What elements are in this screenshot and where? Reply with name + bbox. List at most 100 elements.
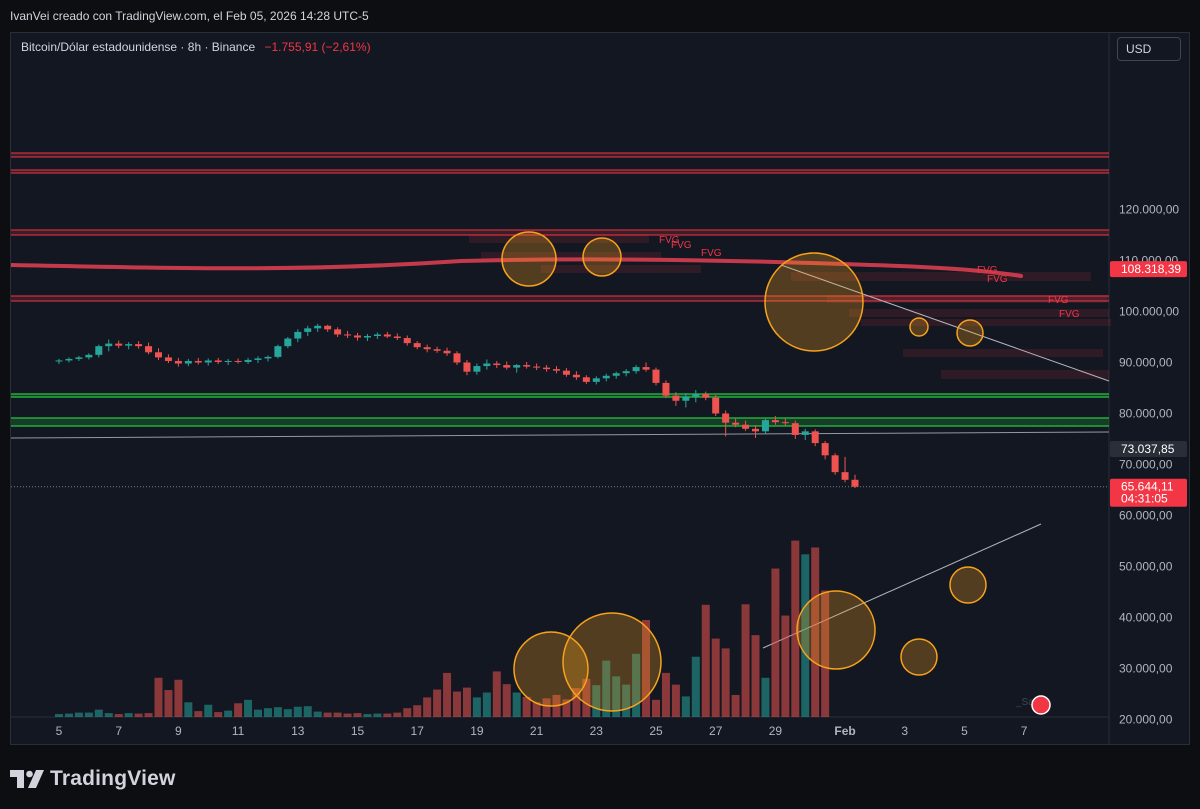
volume-bar (224, 710, 233, 717)
chart-canvas[interactable]: FVGFVGFVGFVGFVGFVGFVG_Sam_120.000,00110.… (11, 33, 1189, 744)
time-tick-label: 5 (56, 724, 63, 738)
fvg-label: FVG (977, 265, 998, 276)
candle-body (204, 360, 212, 363)
candle-body (652, 369, 660, 383)
volume-bar (652, 699, 660, 717)
candle-body (344, 334, 352, 336)
candle-body (214, 360, 222, 362)
time-tick-label: 15 (351, 724, 365, 738)
fvg-label: FVG (1059, 309, 1080, 320)
fvg-zone (541, 265, 701, 273)
highlight-circle (900, 638, 938, 676)
candle-body (742, 424, 750, 429)
volume-bar (681, 696, 690, 717)
volume-bar (632, 653, 641, 717)
fvg-zone (941, 370, 1109, 379)
resistance-zone (11, 170, 1109, 173)
volume-bar (582, 678, 591, 717)
time-tick-label: 13 (291, 724, 305, 738)
volume-bar (214, 712, 223, 717)
candle-body (582, 377, 590, 382)
countdown-label: 04:31:05 (1121, 492, 1168, 506)
price-tick-label: 80.000,00 (1119, 407, 1173, 421)
candle-body (752, 428, 759, 432)
chart-panel[interactable]: FVGFVGFVGFVGFVGFVGFVG_Sam_120.000,00110.… (10, 32, 1190, 745)
price-badge-label: 73.037,85 (1121, 442, 1175, 456)
volume-bar (612, 676, 621, 717)
candle-body (324, 325, 332, 330)
candle-body (274, 346, 282, 357)
time-tick-label: 29 (769, 724, 783, 738)
candle-body (602, 375, 610, 379)
volume-bar (462, 687, 471, 717)
candle-body (363, 335, 371, 338)
candle-body (194, 360, 202, 363)
candle-body (562, 370, 570, 375)
volume-bar (423, 697, 432, 717)
candle-body (244, 359, 252, 362)
highlight-circle (501, 231, 557, 287)
volume-bar (403, 708, 412, 717)
candle-body (75, 357, 83, 359)
candle-body (95, 346, 103, 355)
candle-body (851, 479, 859, 487)
candle-body (85, 354, 93, 358)
volume-bar (363, 714, 372, 717)
volume-bar (144, 713, 153, 717)
price-badge (1110, 441, 1187, 458)
candle-body (55, 360, 63, 362)
candle-body (105, 343, 113, 347)
candle-body (125, 344, 133, 346)
candle-body (155, 352, 162, 358)
volume-bar (124, 713, 133, 717)
volume-bar (413, 705, 422, 717)
price-tick-label: 60.000,00 (1119, 509, 1173, 523)
time-tick-label: 27 (709, 724, 723, 738)
volume-bar (771, 568, 780, 717)
volume-bar (781, 615, 790, 717)
time-tick-label: Feb (834, 724, 855, 738)
candle-body (732, 422, 740, 425)
candle-body (294, 331, 302, 339)
volume-bar (74, 712, 83, 717)
volume-bar (821, 590, 830, 717)
candle-body (224, 360, 232, 362)
highlight-circle (956, 319, 984, 347)
volume-bar (711, 638, 720, 717)
candle-body (543, 367, 551, 370)
highlight-circle (909, 317, 929, 337)
volume-bar (273, 707, 282, 717)
volume-bar (453, 691, 461, 717)
candle-body (433, 349, 441, 351)
price-change: −1.755,91 (−2,61%) (264, 40, 371, 54)
volume-bar (393, 712, 402, 717)
volume-bar (522, 696, 531, 717)
candle-body (841, 472, 849, 480)
candle-body (612, 373, 620, 376)
price-tick-label: 20.000,00 (1119, 713, 1173, 727)
volume-bar (303, 706, 312, 717)
volume-bar (741, 604, 750, 717)
candle-body (383, 334, 391, 337)
time-tick-label: 25 (649, 724, 663, 738)
time-tick-label: 11 (232, 724, 245, 738)
fvg-zone (791, 272, 1091, 281)
currency-button[interactable]: USD (1117, 37, 1181, 61)
resistance-zone (11, 296, 1109, 301)
volume-bar (602, 660, 611, 717)
volume-bar (244, 699, 253, 717)
volume-bar (353, 713, 362, 717)
volume-bar (64, 713, 73, 717)
candle-body (662, 382, 670, 396)
candle-body (592, 378, 600, 382)
volume-bar (383, 713, 392, 717)
candle-body (831, 455, 839, 473)
price-badge-label: 65.644,11 (1121, 480, 1174, 494)
volume-bar (373, 713, 382, 717)
volume-bar (642, 619, 651, 717)
candle-body (264, 356, 272, 359)
volume-bar (194, 711, 203, 717)
fvg-zone (861, 319, 1111, 326)
candle-body (423, 347, 431, 350)
volume-bar (671, 684, 680, 717)
